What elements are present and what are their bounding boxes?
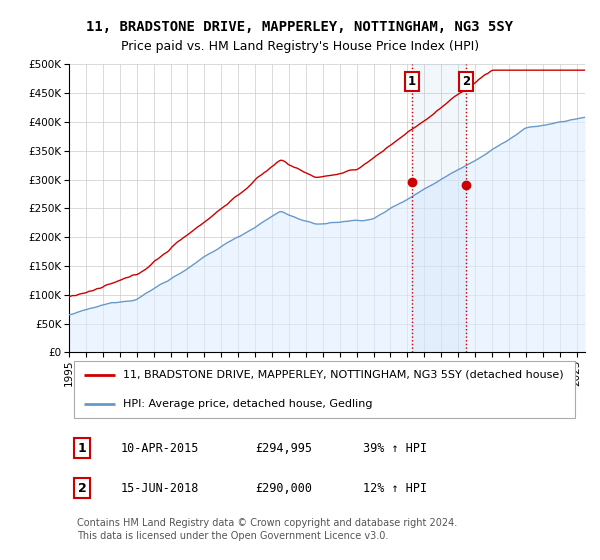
Text: 2: 2: [461, 75, 470, 88]
Text: Price paid vs. HM Land Registry's House Price Index (HPI): Price paid vs. HM Land Registry's House …: [121, 40, 479, 53]
FancyBboxPatch shape: [74, 361, 575, 418]
Bar: [412, 64, 466, 352]
Text: 11, BRADSTONE DRIVE, MAPPERLEY, NOTTINGHAM, NG3 5SY: 11, BRADSTONE DRIVE, MAPPERLEY, NOTTINGH…: [86, 20, 514, 34]
Text: 12% ↑ HPI: 12% ↑ HPI: [363, 482, 427, 495]
Text: 2: 2: [77, 482, 86, 495]
Text: £294,995: £294,995: [255, 442, 312, 455]
Text: 11, BRADSTONE DRIVE, MAPPERLEY, NOTTINGHAM, NG3 5SY (detached house): 11, BRADSTONE DRIVE, MAPPERLEY, NOTTINGH…: [123, 370, 564, 380]
Text: 15-JUN-2018: 15-JUN-2018: [121, 482, 199, 495]
Text: Contains HM Land Registry data © Crown copyright and database right 2024.
This d: Contains HM Land Registry data © Crown c…: [77, 517, 457, 541]
Text: £290,000: £290,000: [255, 482, 312, 495]
Text: HPI: Average price, detached house, Gedling: HPI: Average price, detached house, Gedl…: [123, 399, 373, 408]
Text: 1: 1: [408, 75, 416, 88]
Text: 39% ↑ HPI: 39% ↑ HPI: [363, 442, 427, 455]
Text: 10-APR-2015: 10-APR-2015: [121, 442, 199, 455]
Text: 1: 1: [77, 442, 86, 455]
